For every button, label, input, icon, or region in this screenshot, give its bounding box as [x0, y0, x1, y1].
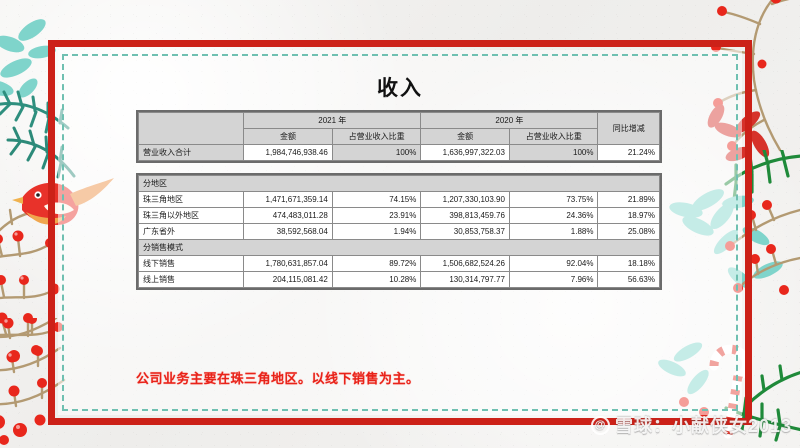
- row-ratio-2021: 74.15%: [331, 191, 422, 208]
- row-amount-2021: 474,483,011.28: [243, 207, 333, 224]
- frame-dashed-border: [62, 54, 738, 411]
- row-amount-2020: 1,506,682,524.26: [420, 255, 510, 272]
- revenue-table-breakdown-block: 分地区 珠三角地区 1,471,671,359.14 74.15% 1,207,…: [136, 173, 662, 290]
- row-yoy: 18.97%: [597, 207, 660, 224]
- section-header-region: 分地区: [138, 175, 660, 192]
- page-title: 收入: [377, 77, 423, 100]
- revenue-table: 2021 年 2020 年 同比增减 金额 占营业收入比重 金额 占营业收入比重…: [136, 110, 662, 290]
- table-row: 广东省外 38,592,568.04 1.94% 30,853,758.37 1…: [137, 223, 660, 240]
- table-header-row-2: 金额 占营业收入比重 金额 占营业收入比重: [139, 128, 660, 145]
- row-amount-2020: 30,853,758.37: [420, 223, 510, 240]
- table-row-total: 营业收入合计 1,984,746,938.46 100% 1,636,997,3…: [137, 144, 660, 161]
- row-ratio-2020: 7.96%: [508, 271, 599, 288]
- table-row: 珠三角地区 1,471,671,359.14 74.15% 1,207,330,…: [137, 191, 660, 208]
- section-title-sales-mode: 分销售模式: [138, 239, 660, 256]
- header-corner-cell: [137, 112, 245, 145]
- row-label: 线下销售: [137, 255, 245, 272]
- row-amount-2020: 130,314,797.77: [420, 271, 510, 288]
- header-amount-2021: 金额: [243, 128, 333, 145]
- total-yoy: 21.24%: [597, 144, 660, 161]
- header-yoy: 同比增减: [597, 112, 660, 145]
- row-label: 线上销售: [137, 271, 245, 288]
- row-amount-2021: 38,592,568.04: [243, 223, 333, 240]
- table-row: 珠三角以外地区 474,483,011.28 23.91% 398,813,45…: [137, 207, 660, 224]
- row-amount-2021: 1,471,671,359.14: [243, 191, 333, 208]
- row-ratio-2020: 73.75%: [508, 191, 599, 208]
- row-yoy: 21.89%: [597, 191, 660, 208]
- header-year-2021: 2021 年: [243, 112, 422, 129]
- table-row: 线上销售 204,115,081.42 10.28% 130,314,797.7…: [137, 271, 660, 288]
- header-ratio-2021: 占营业收入比重: [331, 128, 422, 145]
- row-ratio-2021: 23.91%: [331, 207, 422, 224]
- xueqiu-logo-icon: @: [590, 415, 610, 435]
- section-header-sales-mode: 分销售模式: [138, 239, 660, 256]
- header-year-2020: 2020 年: [420, 112, 599, 129]
- row-ratio-2020: 1.88%: [508, 223, 599, 240]
- row-amount-2021: 1,780,631,857.04: [243, 255, 333, 272]
- row-ratio-2021: 10.28%: [331, 271, 422, 288]
- total-amount-2020: 1,636,997,322.03: [420, 144, 510, 161]
- header-amount-2020: 金额: [420, 128, 510, 145]
- revenue-table-summary-block: 2021 年 2020 年 同比增减 金额 占营业收入比重 金额 占营业收入比重…: [136, 110, 662, 163]
- watermark-text: 雪球：小献侠女2013: [614, 416, 792, 436]
- summary-caption: 公司业务主要在珠三角地区。以线下销售为主。: [136, 371, 420, 386]
- frame-red-border: [48, 40, 752, 425]
- row-yoy: 18.18%: [597, 255, 660, 272]
- row-label: 广东省外: [137, 223, 245, 240]
- table-row: 线下销售 1,780,631,857.04 89.72% 1,506,682,5…: [137, 255, 660, 272]
- row-ratio-2021: 89.72%: [331, 255, 422, 272]
- row-ratio-2021: 1.94%: [331, 223, 422, 240]
- row-amount-2020: 1,207,330,103.90: [420, 191, 510, 208]
- row-amount-2020: 398,813,459.76: [420, 207, 510, 224]
- row-label: 珠三角地区: [137, 191, 245, 208]
- total-ratio-2021: 100%: [331, 144, 422, 161]
- header-ratio-2020: 占营业收入比重: [508, 128, 599, 145]
- row-yoy: 25.08%: [597, 223, 660, 240]
- row-yoy: 56.63%: [597, 271, 660, 288]
- total-ratio-2020: 100%: [508, 144, 599, 161]
- section-title-region: 分地区: [138, 175, 660, 192]
- row-amount-2021: 204,115,081.42: [243, 271, 333, 288]
- row-label: 珠三角以外地区: [137, 207, 245, 224]
- row-ratio-2020: 92.04%: [508, 255, 599, 272]
- table-header-row-1: 2021 年 2020 年 同比增减: [137, 112, 660, 145]
- watermark: @ 雪球：小献侠女2013: [590, 412, 792, 438]
- total-amount-2021: 1,984,746,938.46: [243, 144, 333, 161]
- total-row-label: 营业收入合计: [137, 144, 245, 161]
- row-ratio-2020: 24.36%: [508, 207, 599, 224]
